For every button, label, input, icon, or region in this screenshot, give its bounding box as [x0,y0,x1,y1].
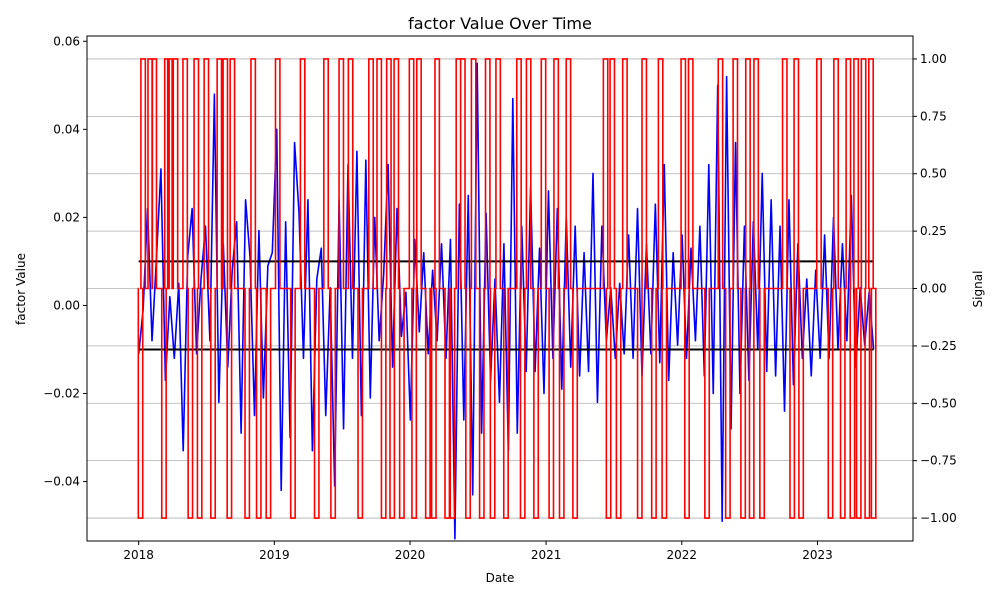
y-tick-label: 0.00 [53,298,80,312]
y2-tick-label: −0.75 [920,454,957,468]
x-axis-title: Date [486,571,515,585]
y-tick-label: 0.04 [53,122,80,136]
y-axis-left: −0.04 −0.02 0.00 0.02 0.04 0.06 [43,34,87,489]
y-tick-label: 0.02 [53,210,80,224]
chart-title: factor Value Over Time [408,14,592,33]
y-tick-label: −0.04 [43,475,80,489]
y2-tick-label: 0.25 [920,224,947,238]
y-tick-label: 0.06 [53,34,80,48]
y2-tick-label: 1.00 [920,52,947,66]
x-tick-label: 2020 [395,548,426,562]
y2-axis-title: Signal [971,271,985,308]
y2-tick-label: 0.75 [920,109,947,123]
y2-tick-label: −0.25 [920,339,957,353]
y-tick-label: −0.02 [43,387,80,401]
x-tick-label: 2022 [667,548,698,562]
x-axis: 2018 2019 2020 2021 2022 2023 [123,541,833,562]
signal-line [137,58,877,519]
y2-tick-label: −0.50 [920,396,957,410]
y2-tick-label: −1.00 [920,511,957,525]
y-axis-title: factor Value [14,253,28,325]
y2-tick-label: 0.50 [920,167,947,181]
x-tick-label: 2021 [531,548,562,562]
x-tick-label: 2023 [802,548,833,562]
x-tick-label: 2018 [123,548,154,562]
y2-tick-label: 0.00 [920,282,947,296]
y-axis-right: −1.00 −0.75 −0.50 −0.25 0.00 0.25 0.50 0.75 1.00 [913,52,957,525]
x-tick-label: 2019 [259,548,290,562]
signal-series [137,58,877,519]
